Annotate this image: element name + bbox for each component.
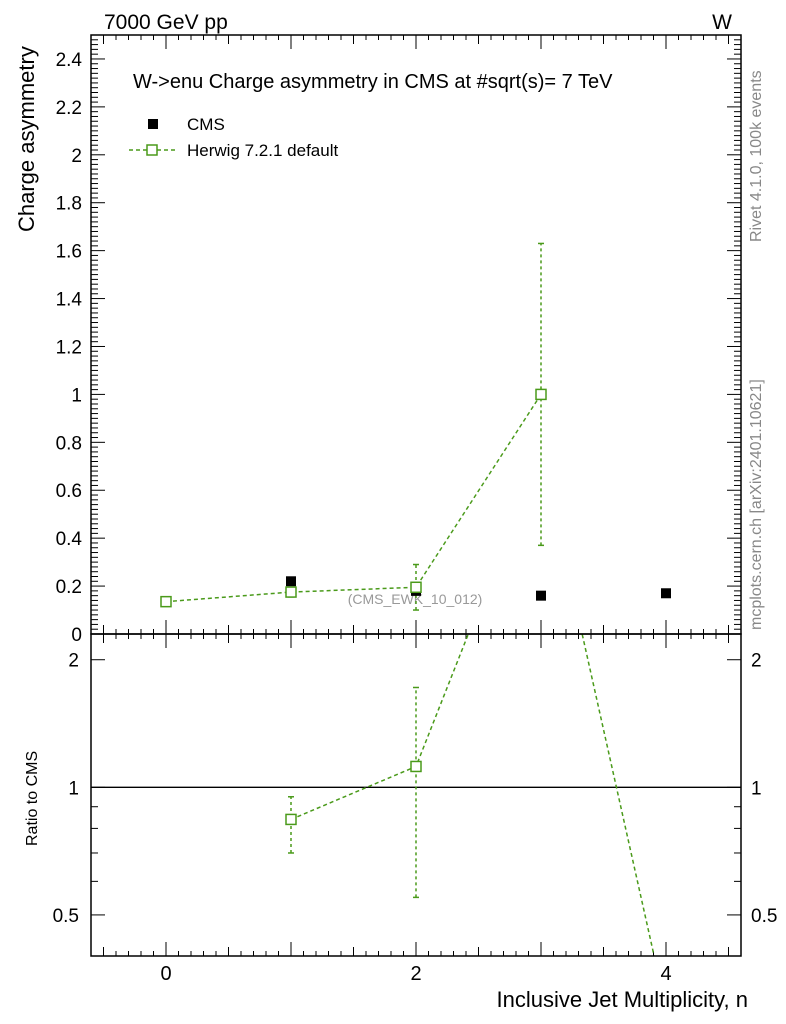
mc-point bbox=[535, 388, 547, 401]
mc-line bbox=[165, 393, 542, 603]
bottom-y-tick-label-left: 0.5 bbox=[53, 906, 79, 927]
x-tick-label: 2 bbox=[410, 963, 421, 985]
watermark: (CMS_EWK_10_012) bbox=[348, 591, 483, 607]
ratio-point bbox=[285, 813, 297, 826]
mcplots-label: mcplots.cern.ch [arXiv:2401.10621] bbox=[748, 379, 765, 630]
rivet-label: Rivet 4.1.0, 100k events bbox=[748, 70, 765, 242]
top-y-tick-label: 1.2 bbox=[56, 337, 82, 358]
legend-mc-marker bbox=[146, 144, 158, 156]
top-y-tick-label: 1.4 bbox=[56, 290, 83, 311]
top-y-tick-label: 0.6 bbox=[56, 481, 82, 502]
cms-point bbox=[661, 588, 671, 599]
top-y-tick-label: 1 bbox=[71, 385, 82, 406]
bottom-y-tick-label-left: 1 bbox=[68, 778, 79, 799]
top-axes: 0 0.2 0.4 0.6 0.8 1 1.2 1.4 1.6 1.8 2 2.2 2.4 bbox=[56, 34, 741, 646]
top-y-tick-label: 2.2 bbox=[56, 98, 82, 119]
chart-title: W->enu Charge asymmetry in CMS at #sqrt(… bbox=[133, 71, 613, 93]
bottom-frame bbox=[90, 633, 742, 957]
cms-point bbox=[536, 590, 546, 601]
legend: CMS Herwig 7.2.1 default bbox=[129, 115, 338, 160]
bottom-y-tick-label-right: 1 bbox=[751, 778, 762, 799]
bottom-marks bbox=[91, 634, 741, 956]
top-ylabel: Charge asymmetry bbox=[14, 46, 39, 232]
ratio-line bbox=[290, 634, 655, 956]
ratio-point bbox=[410, 760, 422, 773]
top-y-tick-label: 2 bbox=[71, 146, 82, 167]
bottom-ylabel: Ratio to CMS bbox=[24, 751, 41, 846]
top-y-tick-label: 0.4 bbox=[56, 529, 83, 550]
top-y-tick-label: 1.8 bbox=[56, 194, 82, 215]
bottom-axes: 0 2 4 0.5 0.5 1 1 2 2 bbox=[53, 634, 777, 985]
header-left: 7000 GeV pp bbox=[104, 11, 228, 34]
header-right: W bbox=[712, 11, 732, 34]
bottom-y-tick-label-left: 2 bbox=[68, 651, 79, 672]
x-tick-label: 0 bbox=[160, 963, 171, 985]
bottom-y-tick-label-right: 2 bbox=[751, 651, 762, 672]
bottom-y-tick-label-right: 0.5 bbox=[751, 906, 777, 927]
top-marks bbox=[160, 242, 671, 611]
mc-point bbox=[410, 581, 422, 594]
mc-point bbox=[285, 586, 297, 598]
top-y-tick-label: 1.6 bbox=[56, 242, 82, 263]
legend-cms-label: CMS bbox=[187, 115, 225, 134]
bottom-xlabel: Inclusive Jet Multiplicity, n bbox=[497, 987, 748, 1012]
cms-point bbox=[286, 576, 296, 587]
mc-point bbox=[160, 595, 172, 608]
top-y-tick-label: 2.4 bbox=[56, 50, 83, 71]
x-tick-label: 4 bbox=[660, 963, 671, 985]
top-y-tick-label: 0.2 bbox=[56, 577, 82, 598]
top-y-tick-label: 0 bbox=[71, 625, 82, 646]
top-y-tick-label: 0.8 bbox=[56, 433, 82, 454]
legend-mc-label: Herwig 7.2.1 default bbox=[187, 141, 338, 160]
legend-cms-marker bbox=[148, 119, 158, 129]
